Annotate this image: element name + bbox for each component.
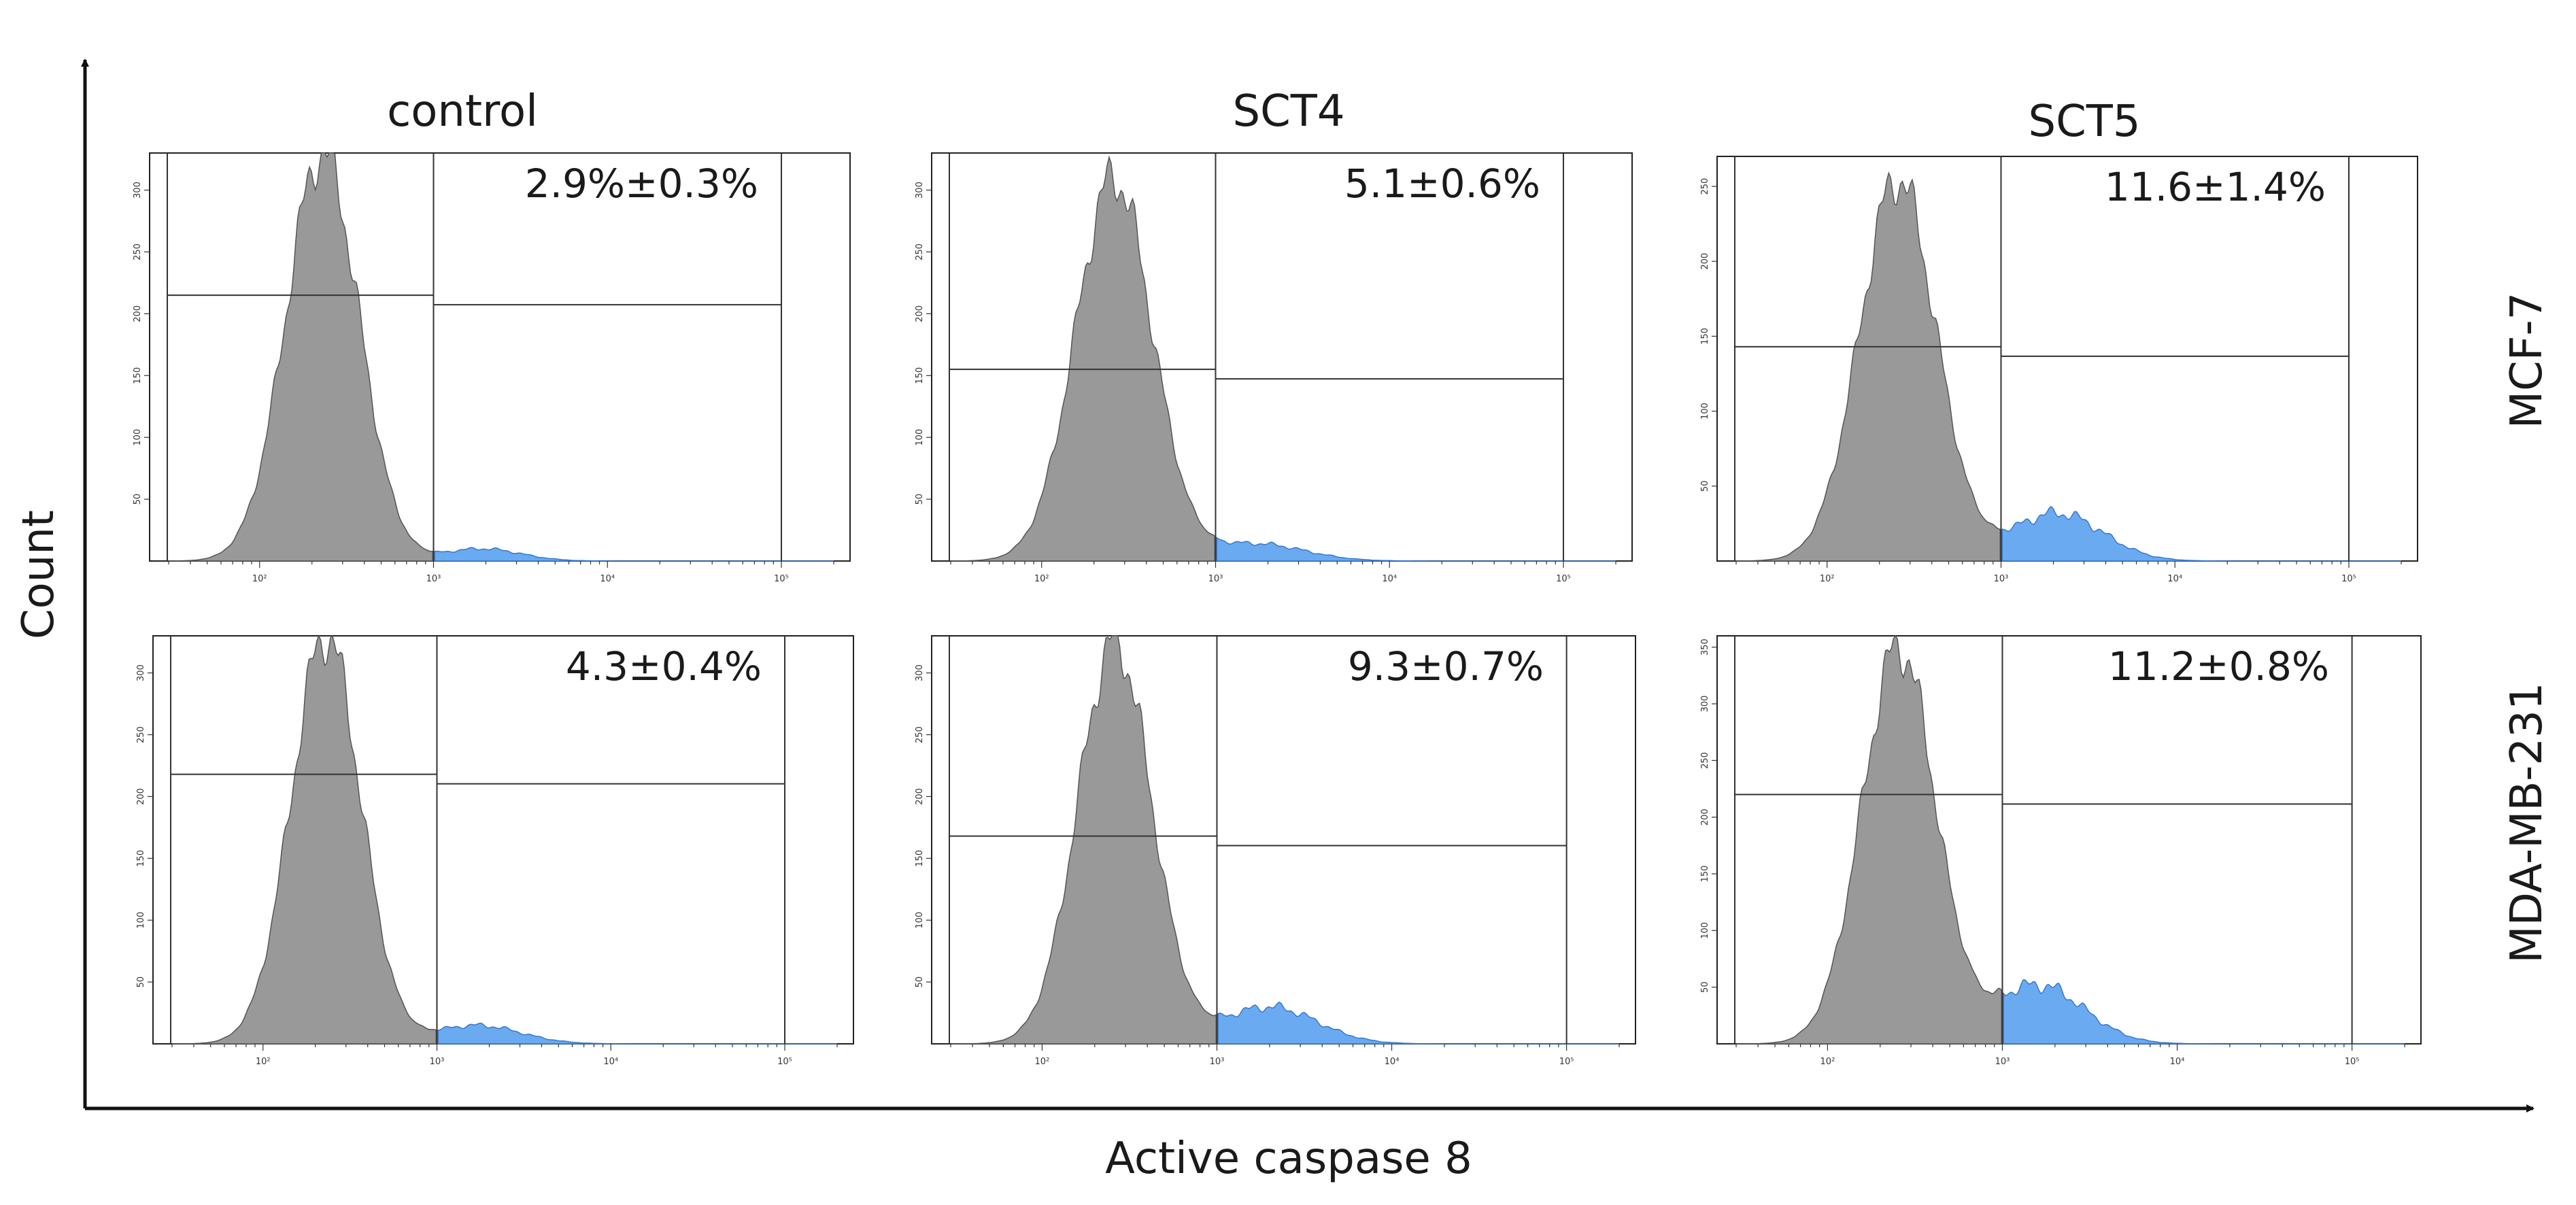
row-label-mcf7: MCF-7 <box>2502 292 2552 429</box>
percent-positive-label: 2.9%±0.3% <box>525 160 758 207</box>
y-tick-label: 300 <box>915 664 925 681</box>
y-tick-label: 50 <box>133 494 143 505</box>
panel-frame <box>149 152 851 562</box>
y-tick-label: 100 <box>1700 403 1710 420</box>
y-tick-label: 200 <box>1700 809 1710 826</box>
y-tick-label: 150 <box>915 850 925 867</box>
x-tick-label: 10³ <box>1208 574 1223 584</box>
histogram-panel-3: 10² 10³ 10⁴ 10⁵ 50 100 150 200 250 300 4.3±0.4% <box>136 634 854 1067</box>
column-label-sct4: SCT4 <box>1232 86 1344 137</box>
panel-frame <box>1716 156 2418 562</box>
x-tick-label: 10⁴ <box>603 1057 618 1067</box>
y-tick-label: 150 <box>136 850 146 867</box>
y-tick-label: 300 <box>1700 696 1710 713</box>
y-tick-label: 350 <box>1700 639 1710 656</box>
y-tick-label: 200 <box>915 305 925 322</box>
percent-positive-label: 11.6±1.4% <box>2105 164 2326 210</box>
y-tick-label: 300 <box>133 182 143 199</box>
percent-positive-label: 11.2±0.8% <box>2108 643 2329 690</box>
caspase8-positive-histogram <box>1216 537 1616 562</box>
negative-population-histogram <box>1736 634 2003 1045</box>
negative-population-histogram <box>950 155 1216 562</box>
x-tick-label: 10⁵ <box>1559 1057 1574 1067</box>
x-tick-label: 10⁵ <box>2345 1057 2360 1067</box>
row-label-mda-mb-231: MDA-MB-231 <box>2502 682 2552 963</box>
x-tick-label: 10⁴ <box>1382 574 1397 584</box>
x-tick-label: 10² <box>1035 1057 1050 1067</box>
x-tick-label: 10⁴ <box>2170 1057 2185 1067</box>
histogram-panel-5: 10² 10³ 10⁴ 10⁵ 50 100 150 200 250 300 350 11.2±0.8… <box>1700 634 2422 1067</box>
caspase8-positive-histogram <box>2001 505 2401 562</box>
y-tick-label: 50 <box>1700 481 1710 492</box>
column-label-sct5: SCT5 <box>2028 97 2140 147</box>
y-tick-label: 250 <box>915 726 925 743</box>
y-axis-label: Count <box>14 510 64 639</box>
histogram-panel-2: 10² 10³ 10⁴ 10⁵ 50 100 150 200 250 11.6±1.4% <box>1700 156 2418 584</box>
x-tick-label: 10³ <box>430 1057 445 1067</box>
y-tick-label: 250 <box>133 243 143 260</box>
y-tick-label: 50 <box>915 977 925 988</box>
y-tick-label: 200 <box>136 788 146 805</box>
panel-frame <box>931 152 1633 562</box>
x-tick-label: 10⁴ <box>600 574 615 584</box>
y-tick-label: 250 <box>1700 752 1710 769</box>
y-tick-label: 50 <box>136 977 146 988</box>
x-tick-label: 10² <box>1820 574 1835 584</box>
x-tick-label: 10⁴ <box>1385 1057 1400 1067</box>
negative-population-histogram <box>1735 171 2001 562</box>
x-tick-label: 10³ <box>426 574 441 584</box>
y-tick-label: 100 <box>133 429 143 446</box>
y-tick-label: 100 <box>915 912 925 929</box>
x-tick-label: 10⁵ <box>1556 574 1571 584</box>
x-tick-label: 10³ <box>1210 1057 1225 1067</box>
negative-population-histogram <box>951 635 1217 1045</box>
panel-frame <box>1716 635 2422 1045</box>
x-tick-label: 10² <box>1820 1057 1835 1067</box>
y-tick-label: 150 <box>133 367 143 384</box>
y-tick-label: 50 <box>915 494 925 505</box>
y-tick-label: 200 <box>915 788 925 805</box>
x-tick-label: 10² <box>256 1057 271 1067</box>
y-tick-label: 150 <box>915 367 925 384</box>
percent-positive-label: 5.1±0.6% <box>1344 160 1540 207</box>
y-tick-label: 200 <box>1700 253 1710 270</box>
x-tick-label: 10³ <box>1995 1057 2010 1067</box>
caspase8-positive-histogram <box>2003 979 2405 1045</box>
x-tick-label: 10² <box>1034 574 1049 584</box>
x-tick-label: 10³ <box>1994 574 2009 584</box>
histogram-panel-0: 10² 10³ 10⁴ 10⁵ 50 100 150 200 250 300 2.9%±0.3% <box>133 152 851 584</box>
histogram-panel-1: 10² 10³ 10⁴ 10⁵ 50 100 150 200 250 300 5.1±0.6% <box>915 152 1633 584</box>
y-tick-label: 250 <box>136 726 146 743</box>
caspase8-positive-histogram <box>1217 1001 1619 1045</box>
x-tick-label: 10² <box>252 574 267 584</box>
y-tick-label: 150 <box>1700 328 1710 345</box>
x-axis-label: Active caspase 8 <box>1105 1134 1472 1184</box>
x-tick-label: 10⁵ <box>774 574 789 584</box>
y-tick-label: 200 <box>133 305 143 322</box>
y-tick-label: 250 <box>1700 178 1710 195</box>
histogram-panel-4: 10² 10³ 10⁴ 10⁵ 50 100 150 200 250 300 9.3±0.7% <box>915 635 1636 1067</box>
caspase8-positive-histogram <box>434 547 834 562</box>
y-tick-label: 100 <box>915 429 925 446</box>
column-label-control: control <box>387 86 538 137</box>
x-tick-label: 10⁵ <box>2341 574 2356 584</box>
negative-population-histogram <box>168 152 434 562</box>
y-tick-label: 150 <box>1700 866 1710 883</box>
y-tick-label: 50 <box>1700 981 1710 993</box>
y-tick-label: 250 <box>915 243 925 260</box>
y-tick-label: 300 <box>136 664 146 681</box>
y-tick-label: 300 <box>915 182 925 199</box>
negative-population-histogram <box>172 634 437 1045</box>
y-tick-label: 100 <box>1700 922 1710 939</box>
x-tick-label: 10⁵ <box>777 1057 792 1067</box>
y-tick-label: 100 <box>136 912 146 929</box>
panel-frame <box>931 635 1636 1045</box>
x-tick-label: 10⁴ <box>2167 574 2182 584</box>
percent-positive-label: 4.3±0.4% <box>566 643 762 690</box>
caspase8-positive-histogram <box>437 1022 837 1045</box>
percent-positive-label: 9.3±0.7% <box>1348 643 1544 690</box>
